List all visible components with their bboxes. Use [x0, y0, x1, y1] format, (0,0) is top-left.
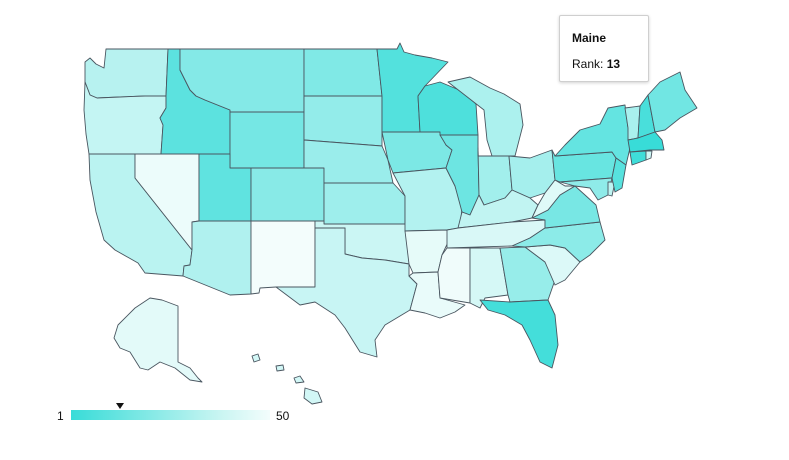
legend-gradient-bar — [71, 410, 270, 420]
state-wyoming[interactable] — [229, 111, 305, 169]
state-hawaii-oahu[interactable] — [275, 364, 285, 372]
tooltip-rank-value: 13 — [606, 57, 621, 71]
state-west-virginia[interactable] — [531, 179, 576, 219]
state-connecticut[interactable] — [629, 150, 647, 166]
state-tooltip: Maine Rank: 13 — [559, 15, 649, 82]
legend-min-label: 1 — [57, 409, 64, 423]
tooltip-rank-label: Rank: — [572, 57, 604, 71]
state-north-carolina[interactable] — [511, 221, 606, 263]
state-louisiana[interactable] — [408, 271, 466, 319]
color-legend: 1 50 — [0, 398, 320, 428]
state-kentucky[interactable] — [457, 189, 539, 229]
state-michigan[interactable] — [447, 76, 524, 157]
state-alaska[interactable] — [113, 297, 203, 383]
state-rhode-island[interactable] — [645, 150, 653, 161]
states-layer — [83, 42, 698, 383]
state-arizona[interactable] — [182, 220, 252, 296]
tooltip-state-name: Maine — [572, 31, 607, 45]
state-hawaii-big-island[interactable] — [303, 387, 323, 405]
legend-marker-icon — [115, 403, 124, 409]
state-maine[interactable] — [647, 71, 698, 133]
state-hawaii[interactable] — [251, 353, 261, 363]
state-new-jersey[interactable] — [611, 157, 627, 193]
state-colorado[interactable] — [250, 167, 325, 222]
legend-max-label: 50 — [276, 409, 290, 423]
state-florida[interactable] — [479, 299, 559, 369]
state-mississippi[interactable] — [437, 247, 471, 304]
state-kansas[interactable] — [323, 182, 406, 225]
state-texas[interactable] — [275, 227, 418, 358]
state-washington[interactable] — [84, 48, 169, 99]
state-south-dakota[interactable] — [303, 95, 383, 147]
state-new-mexico[interactable] — [250, 220, 316, 295]
state-hawaii-maui[interactable] — [293, 375, 305, 384]
state-north-dakota[interactable] — [303, 48, 383, 97]
tooltip-rank-row: Rank: 13 — [572, 57, 648, 71]
